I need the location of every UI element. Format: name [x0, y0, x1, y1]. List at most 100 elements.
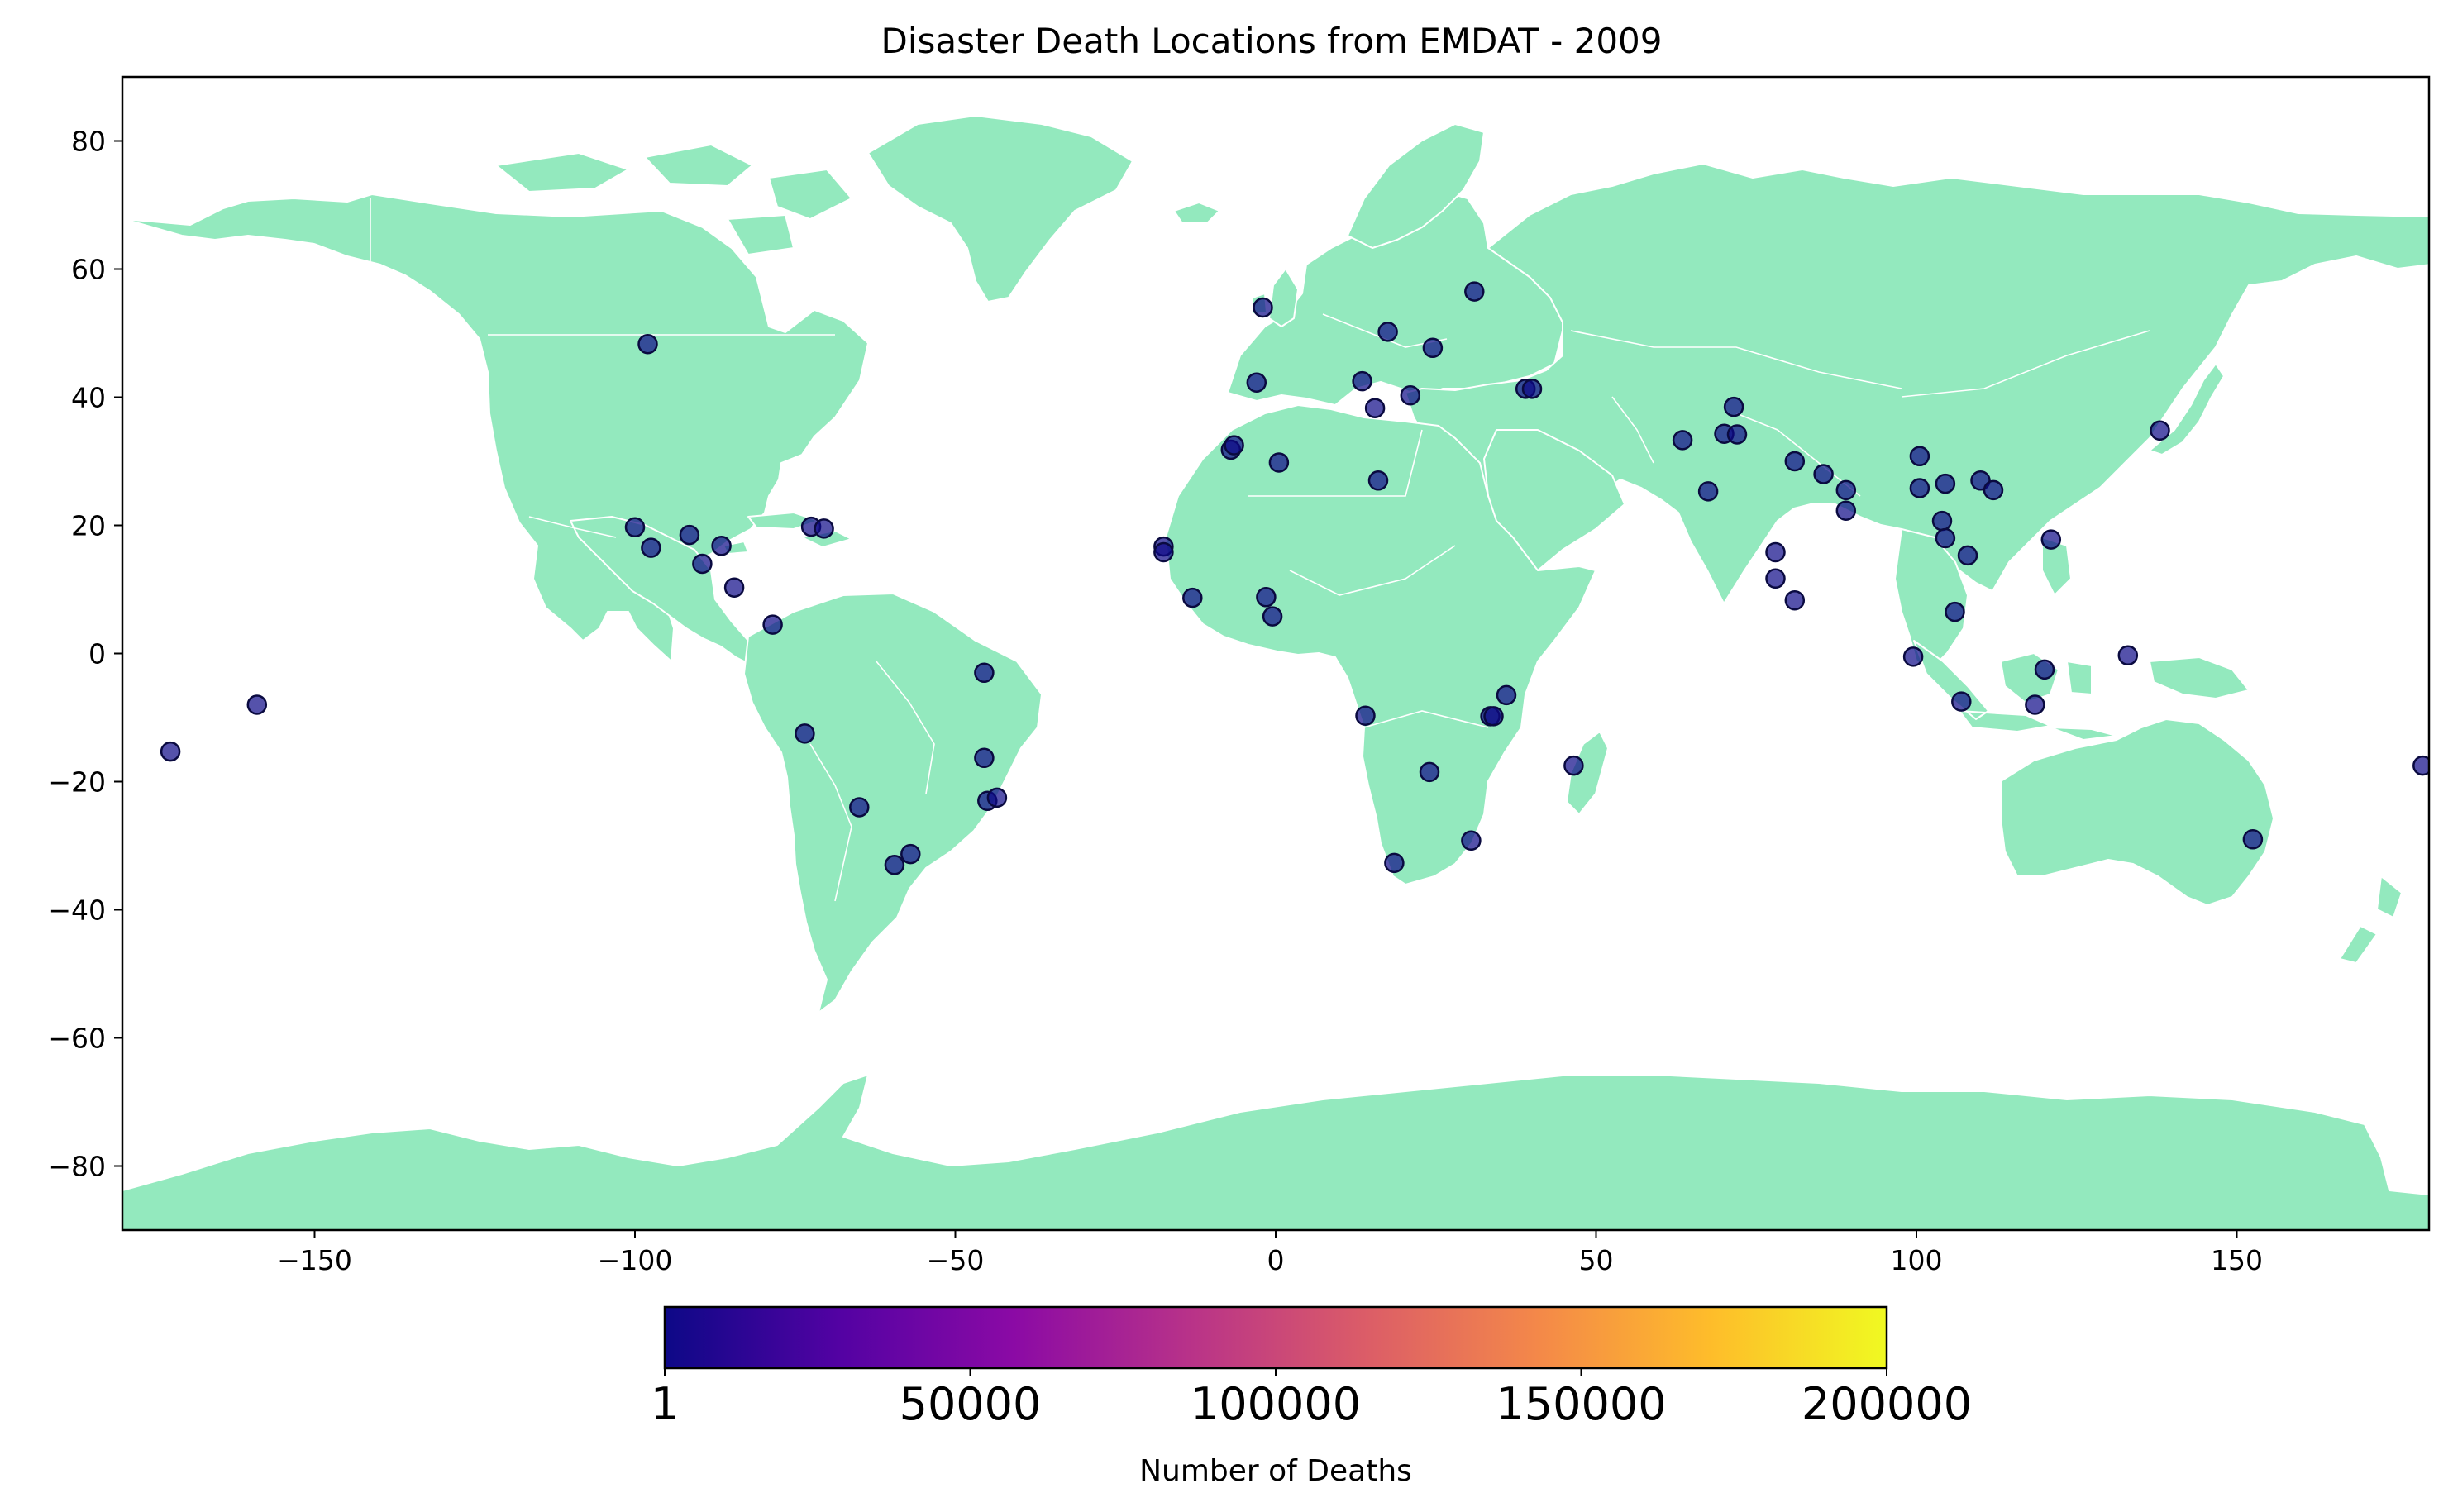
disaster-point-63 — [1935, 527, 1956, 549]
disaster-point-66 — [1983, 479, 2004, 501]
disaster-point-57 — [1765, 568, 1786, 589]
disaster-point-6 — [692, 553, 713, 575]
disaster-point-8 — [723, 577, 745, 598]
disaster-point-68 — [1902, 646, 1924, 667]
disaster-point-39 — [1355, 705, 1376, 726]
y-tick-label: 20 — [71, 510, 106, 542]
colorbar-tick-label: 200000 — [1802, 1378, 1972, 1430]
disaster-point-13 — [974, 662, 995, 684]
colorbar-tick-label: 50000 — [900, 1378, 1042, 1430]
disaster-point-24 — [1224, 435, 1244, 456]
chart-title: Disaster Death Locations from EMDAT - 20… — [881, 21, 1663, 61]
disaster-point-52 — [1784, 451, 1806, 472]
disaster-point-50 — [1723, 396, 1744, 417]
disaster-point-72 — [2040, 529, 2062, 550]
y-tick-label: 40 — [71, 382, 106, 414]
x-tick-label: −150 — [277, 1244, 352, 1276]
disaster-point-41 — [1384, 852, 1405, 874]
disaster-point-26 — [1253, 297, 1273, 318]
landmass-scandinavia — [1347, 123, 1485, 249]
disaster-point-46 — [1563, 755, 1584, 776]
landmass-central-america — [570, 516, 761, 666]
colorbar-tick-label: 150000 — [1496, 1378, 1666, 1430]
disaster-point-28 — [1256, 587, 1277, 608]
disaster-points — [160, 281, 2429, 875]
disaster-point-16 — [986, 787, 1008, 808]
disaster-point-64 — [1957, 545, 1978, 566]
disaster-point-42 — [1461, 830, 1482, 851]
disaster-point-18 — [884, 855, 905, 875]
disaster-point-38 — [1367, 470, 1389, 491]
disaster-point-54 — [1835, 479, 1857, 501]
landmass-arctic-islands — [495, 144, 852, 255]
disaster-point-74 — [2150, 420, 2170, 441]
y-tick-label: −80 — [48, 1151, 106, 1183]
y-tick-label: 80 — [71, 126, 106, 158]
landmass-africa — [1165, 404, 1596, 885]
disaster-point-45 — [1496, 684, 1517, 706]
disaster-point-40 — [1419, 761, 1440, 783]
disaster-point-60 — [1909, 478, 1930, 498]
disaster-point-0 — [160, 741, 181, 762]
x-tick-label: 150 — [2211, 1244, 2263, 1276]
disaster-point-61 — [1935, 473, 1956, 494]
disaster-point-33 — [1400, 384, 1421, 406]
colorbar — [663, 1305, 1888, 1370]
disaster-point-32 — [1377, 322, 1398, 342]
disaster-point-10 — [795, 723, 815, 744]
landmass-australia — [2000, 718, 2274, 906]
disaster-point-55 — [1835, 500, 1857, 521]
landmass-iceland — [1173, 202, 1220, 224]
x-axis-ticks: −150 −100 −50 0 50 100 150 — [277, 1230, 2263, 1276]
disaster-point-22 — [1182, 587, 1203, 608]
disaster-point-69 — [1951, 691, 1972, 712]
disaster-point-56 — [1765, 541, 1786, 563]
disaster-point-59 — [1909, 446, 1930, 467]
colorbar-tick-label: 100000 — [1191, 1378, 1361, 1430]
disaster-point-58 — [1784, 589, 1806, 611]
disaster-point-1 — [246, 694, 268, 715]
disaster-point-27 — [1246, 372, 1267, 393]
disaster-point-34 — [1422, 337, 1444, 359]
y-tick-label: −40 — [48, 894, 106, 927]
y-axis-ticks: 80 60 40 20 0 −20 −40 −60 −80 — [48, 126, 122, 1183]
disaster-point-44 — [1483, 706, 1504, 727]
landmass-antarctica — [122, 1074, 2429, 1230]
colorbar-label: Number of Deaths — [1139, 1454, 1412, 1488]
disaster-point-70 — [2025, 694, 2045, 715]
disaster-point-3 — [624, 517, 646, 538]
disaster-point-21 — [1153, 541, 1174, 563]
disaster-point-31 — [1364, 398, 1386, 418]
x-tick-label: −100 — [598, 1244, 673, 1276]
landmass-new-zealand — [2339, 875, 2403, 964]
disaster-point-62 — [1931, 510, 1953, 532]
disaster-point-35 — [1464, 281, 1485, 302]
disaster-point-75 — [2242, 829, 2264, 850]
disaster-point-7 — [711, 536, 732, 556]
world-landmasses — [122, 115, 2429, 1230]
landmass-japan — [2149, 363, 2225, 456]
disaster-point-76 — [2412, 755, 2429, 776]
colorbar-ticks: 1 50000 100000 150000 200000 — [651, 1368, 1972, 1430]
disaster-point-48 — [1697, 481, 1719, 502]
disaster-point-47 — [1672, 430, 1693, 451]
disaster-point-2 — [637, 333, 658, 355]
disaster-point-14 — [974, 747, 995, 769]
landmass-greenland — [867, 115, 1133, 303]
disaster-point-12 — [814, 518, 834, 539]
colorbar-tick-label: 1 — [651, 1378, 679, 1430]
disaster-point-51 — [1726, 424, 1748, 445]
disaster-point-9 — [762, 614, 783, 635]
y-tick-label: 60 — [71, 254, 106, 286]
landmass-madagascar — [1566, 731, 1609, 815]
y-tick-label: −20 — [48, 766, 106, 799]
country-borders — [370, 198, 2150, 902]
y-tick-label: −60 — [48, 1023, 106, 1055]
disaster-point-25 — [1268, 452, 1290, 473]
x-tick-label: 0 — [1267, 1244, 1285, 1276]
disaster-point-71 — [2034, 659, 2055, 680]
disaster-point-17 — [849, 797, 870, 818]
landmass-maritime-asia — [1913, 537, 2250, 741]
disaster-point-73 — [2117, 645, 2139, 666]
disaster-point-5 — [679, 524, 700, 546]
